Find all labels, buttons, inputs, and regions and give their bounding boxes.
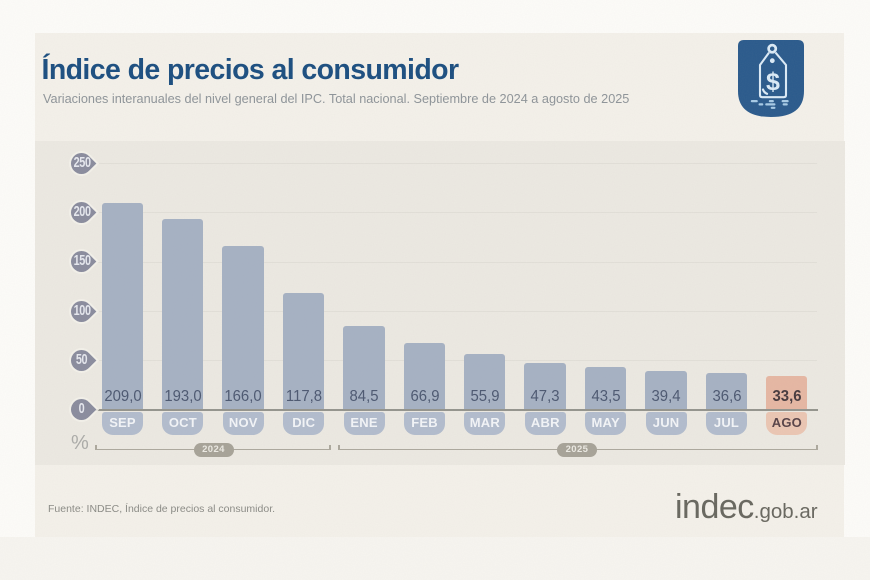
- svg-text:$: $: [766, 68, 780, 96]
